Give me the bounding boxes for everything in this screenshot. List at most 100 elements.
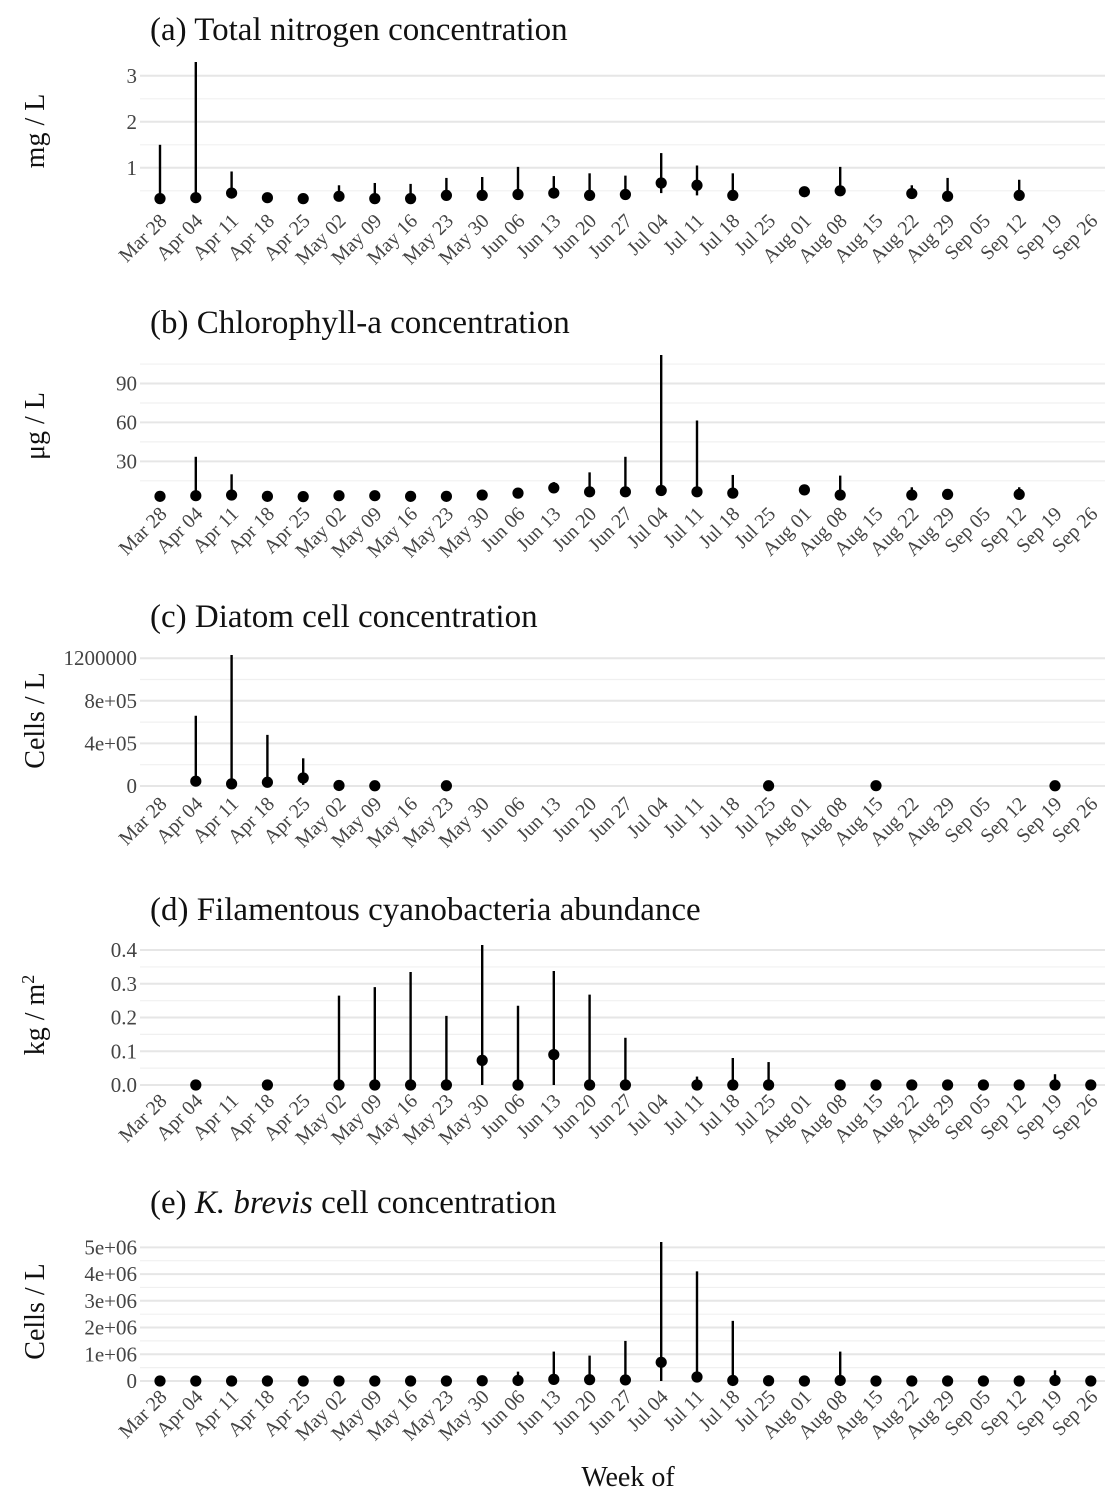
y-tick-label: 3e+06 [84,1289,137,1313]
data-point [261,192,273,204]
data-point [977,1375,990,1387]
y-tick-label: 1200000 [64,646,138,670]
data-point [870,1375,882,1387]
data-point [297,193,309,205]
data-point [261,490,273,502]
data-point [691,486,703,498]
data-point [691,1079,703,1091]
data-point [226,1375,238,1387]
y-tick-label: 30 [116,449,137,473]
data-point [440,189,452,201]
data-point [512,1374,524,1387]
y-tick-label: 2e+06 [84,1316,137,1340]
panel-title: (d) Filamentous cyanobacteria abundance [150,892,701,928]
y-tick-label: 90 [116,372,137,396]
data-point [333,190,345,202]
y-axis-label: Cells / L [20,1263,51,1359]
y-tick-label: 1 [127,156,138,180]
panel-title: (a) Total nitrogen concentration [150,12,568,48]
panel-title: (e) K. brevis cell concentration [150,1185,557,1221]
data-point [440,1375,452,1387]
y-tick-label: 8e+05 [84,689,137,713]
x-tick-label: Jul 04 [623,1386,673,1436]
x-tick-label: Jul 04 [623,1090,673,1140]
data-point [405,1375,417,1387]
data-point [369,1079,381,1091]
panel-title: (c) Diatom cell concentration [150,599,538,635]
y-axis-label: Cells / L [20,672,51,768]
data-point [226,489,238,501]
data-point [870,780,882,792]
data-point [476,1375,488,1387]
data-point [727,189,739,201]
data-point [548,1049,560,1061]
data-point [834,185,846,197]
panel-d: 0.0 0.1 0.2 0.3 0.4 (d) Filamentous cyanobact… [18,892,1105,1149]
data-point [942,1375,954,1387]
y-tick-label: 0.3 [111,972,137,996]
data-point [261,776,273,788]
data-point [1085,1079,1097,1091]
panel-a: 1 2 3 (a) Total nitrogen concentration mg / … [20,12,1105,269]
data-point [1049,780,1061,792]
data-point [476,1054,488,1066]
data-point [405,490,417,502]
data-point [763,1375,775,1387]
data-point [584,189,596,201]
y-tick-label: 2 [127,110,138,134]
data-point [870,1079,882,1091]
data-point [261,1375,273,1387]
data-point [190,775,202,787]
data-point [906,489,918,501]
data-point [619,1079,632,1091]
data-point [512,188,524,201]
data-point [369,780,381,792]
data-point [154,193,166,205]
y-tick-label: 0.2 [111,1006,137,1030]
data-point [834,1374,846,1387]
data-point [369,193,381,205]
data-point [333,1375,345,1387]
data-point [619,1374,632,1386]
data-point [906,187,918,200]
data-point [333,779,345,792]
data-point [727,1079,739,1091]
data-point [1013,488,1025,501]
data-point [190,1375,202,1387]
x-axis-label: Week of [581,1462,675,1491]
data-point [584,1079,596,1091]
data-point [440,490,452,502]
data-point [727,1374,739,1387]
y-tick-label: 5e+06 [84,1235,137,1259]
data-point [1013,1079,1025,1091]
y-tick-label: 0 [127,774,138,798]
panel-c: 0 4e+05 8e+05 1200000 (c) Diatom cell concen… [20,599,1105,852]
y-tick-label: 4e+06 [84,1262,137,1286]
y-tick-label: 0.4 [111,938,138,962]
data-point [584,1374,596,1386]
x-tick-label: Jul 18 [695,1386,745,1436]
y-tick-label: 4e+05 [84,731,137,755]
data-point [619,486,632,498]
y-tick-label: 0.1 [111,1039,137,1063]
data-point [655,1356,667,1368]
data-point [405,1079,417,1091]
data-point [763,1079,775,1091]
data-point [190,1079,202,1091]
data-point [548,187,560,199]
data-point [798,1375,811,1387]
y-tick-label: 3 [127,64,138,88]
data-point [1049,1079,1061,1091]
data-point [297,772,309,784]
x-tick-label: Jul 18 [695,793,745,843]
data-point [154,490,166,502]
data-point [548,1373,560,1385]
data-point [333,490,345,502]
data-point [297,1375,309,1387]
data-point [1013,189,1025,201]
data-point [154,1375,166,1387]
panel-title: (b) Chlorophyll-a concentration [150,305,570,341]
data-point [440,780,452,792]
